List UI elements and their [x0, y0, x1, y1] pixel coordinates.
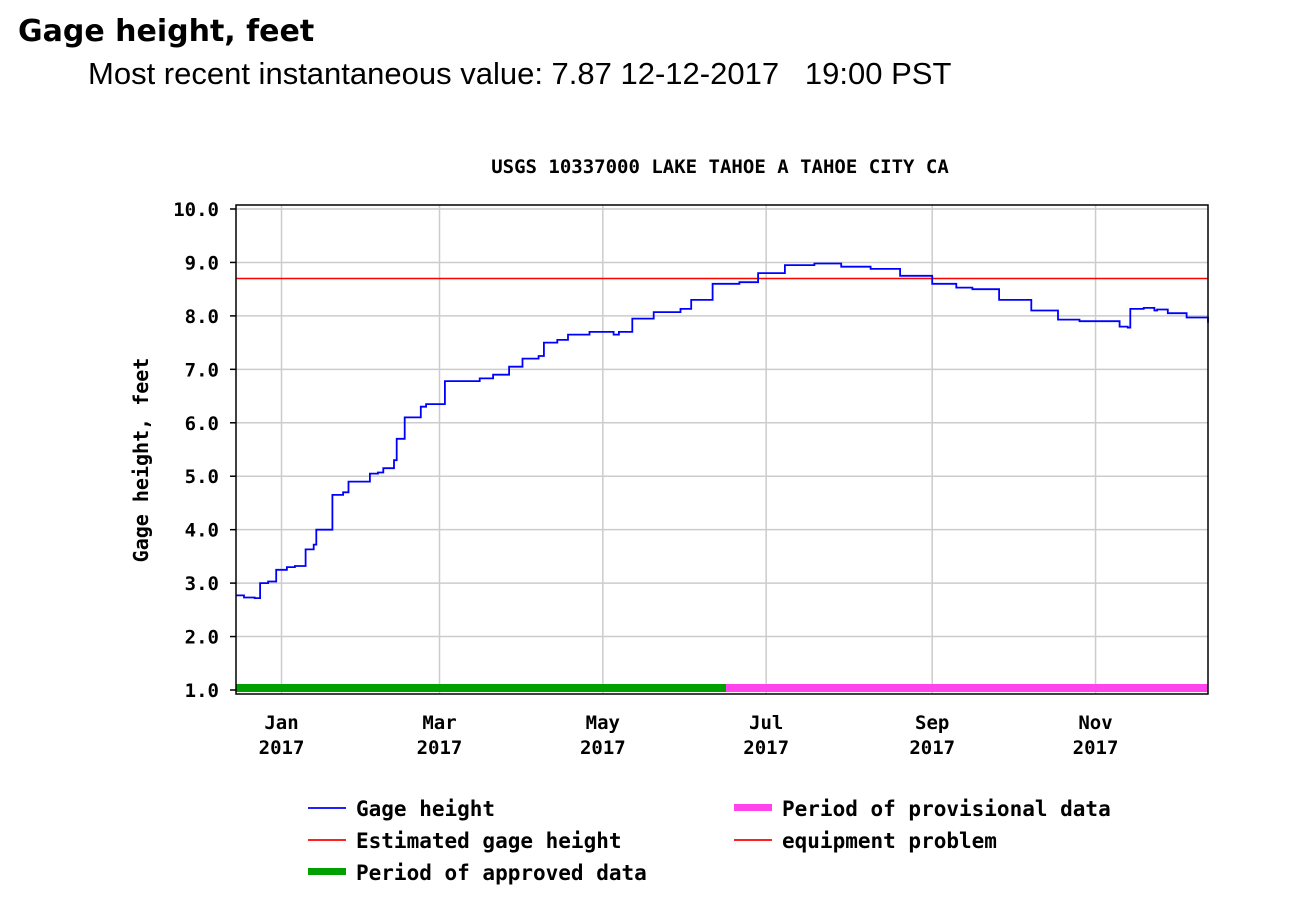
y-tick-label: 4.0	[185, 520, 219, 542]
x-tick-label-year: 2017	[259, 737, 305, 759]
x-tick-label-year: 2017	[743, 737, 789, 759]
y-tick-label: 7.0	[185, 359, 219, 381]
y-tick-labels: 10.0 9.0 8.0 7.0 6.0 5.0 4.0 3.0 2.0 1.0	[173, 199, 236, 702]
plot-frame	[235, 204, 1209, 695]
x-tick-label-month: Jul	[749, 712, 783, 734]
most-recent-value: Most recent instantaneous value: 7.87 12…	[88, 56, 952, 91]
y-axis-label: Gage height, feet	[129, 358, 153, 563]
x-tick-label-year: 2017	[580, 737, 626, 759]
y-tick-label: 8.0	[185, 306, 219, 328]
x-tick-label-month: Mar	[422, 712, 456, 734]
x-tick-label-month: Nov	[1078, 712, 1112, 734]
y-tick-label: 9.0	[185, 252, 219, 274]
data-period-bands	[236, 684, 1208, 692]
y-tick-label: 6.0	[185, 413, 219, 435]
legend: Gage height Period of provisional data Est…	[308, 797, 1111, 885]
chart-heading: Gage height, feet	[18, 14, 315, 49]
x-tick-label-month: Jan	[264, 712, 298, 734]
legend-label-period-of-provisional-data: Period of provisional data	[782, 797, 1111, 821]
legend-swatch-period-of-approved-data	[308, 868, 346, 875]
y-tick-label: 2.0	[185, 627, 219, 649]
y-tick-label: 10.0	[173, 199, 219, 221]
x-tick-label-month: Sep	[915, 712, 949, 734]
x-tick-labels: Jan 2017 Mar 2017 May 2017 Jul 2017 Sep 2017 Nov 20…	[259, 712, 1119, 759]
legend-label-equipment-problem: equipment problem	[782, 829, 997, 853]
y-tick-label: 3.0	[185, 573, 219, 595]
y-tick-label: 1.0	[185, 680, 219, 702]
band-period-of-provisional-data	[726, 684, 1208, 692]
chart-title: USGS 10337000 LAKE TAHOE A TAHOE CITY CA	[491, 156, 949, 178]
series-group	[236, 262, 1209, 599]
legend-label-estimated-gage-height: Estimated gage height	[356, 829, 622, 853]
x-tick-label-year: 2017	[909, 737, 955, 759]
legend-label-gage-height: Gage height	[356, 797, 495, 821]
x-tick-label-year: 2017	[1073, 737, 1119, 759]
legend-swatch-period-of-provisional-data	[734, 804, 772, 811]
legend-label-period-of-approved-data: Period of approved data	[356, 861, 647, 885]
series-line-gage-height	[236, 262, 1209, 599]
x-tick-label-year: 2017	[417, 737, 463, 759]
y-tick-label: 5.0	[185, 466, 219, 488]
x-tick-label-month: May	[586, 712, 620, 734]
band-period-of-approved-data	[236, 684, 727, 692]
